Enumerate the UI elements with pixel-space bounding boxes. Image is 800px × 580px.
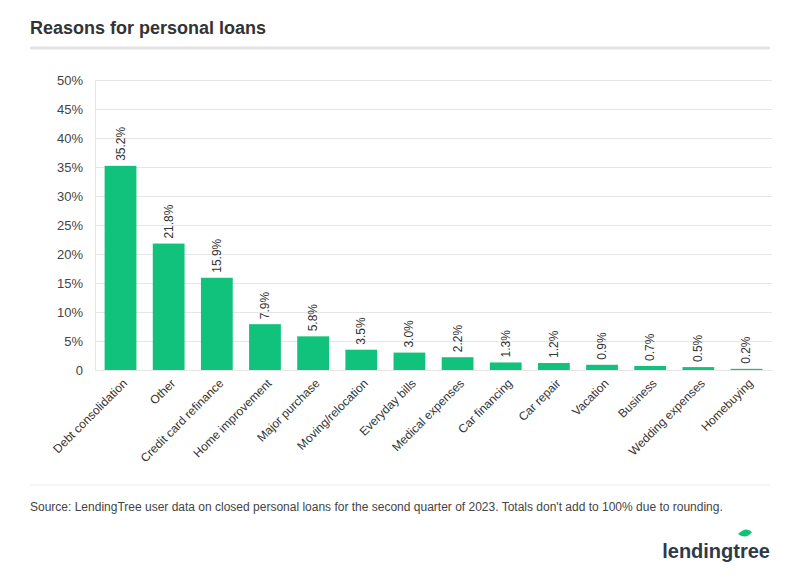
data-label: 3.0% [402, 320, 416, 348]
x-tick: Car financing [455, 370, 515, 436]
y-tick-label: 0 [76, 363, 83, 378]
y-tick: 45% [57, 102, 772, 117]
y-tick-label: 50% [57, 73, 83, 88]
y-tick: 35% [57, 160, 772, 175]
x-tick-label: Wedding expenses [626, 376, 708, 458]
grid-line [95, 341, 772, 342]
y-tick-label: 30% [57, 189, 83, 204]
grid-line [95, 312, 772, 313]
x-tick-label: Debt consolidation [50, 376, 130, 456]
grid-line [95, 138, 772, 139]
x-tick-label: Homebuying [698, 376, 756, 434]
y-axis: 0 5% 10% 15% 20% 25% 30% 35% 40% 45% 50% [57, 73, 772, 378]
x-tick: Car repair [516, 370, 564, 424]
data-label: 21.8% [162, 204, 176, 238]
grid-line [95, 225, 772, 226]
grid-line [95, 254, 772, 255]
data-label: 7.9% [258, 291, 272, 319]
y-tick: 30% [57, 189, 772, 204]
x-tick-label: Vacation [569, 376, 611, 418]
x-tick: Other [147, 370, 178, 407]
data-label: 0.9% [595, 332, 609, 360]
bar [249, 324, 281, 370]
x-tick-label: Moving/relocation [294, 376, 370, 452]
x-tick-label: Other [147, 376, 178, 407]
x-tick-label: Business [615, 376, 659, 420]
x-tick-label: Home improvement [191, 376, 275, 460]
y-tick-label: 35% [57, 160, 83, 175]
title: Reasons for personal loans [30, 18, 266, 38]
x-tick: Wedding expenses [626, 370, 708, 458]
bar [297, 336, 329, 370]
y-tick: 50% [57, 73, 772, 88]
data-label: 5.8% [306, 304, 320, 332]
bar [345, 350, 377, 370]
bar [490, 362, 522, 370]
chart: Reasons for personal loans 0 5% 10% 15% 20% 25… [0, 0, 800, 580]
x-tick: Home improvement [191, 370, 275, 460]
x-tick-label: Credit card refinance [138, 376, 227, 465]
bar [538, 363, 570, 370]
y-tick-label: 25% [57, 218, 83, 233]
bar [634, 366, 666, 370]
logo-text: lendingtree [662, 540, 770, 562]
data-label: 1.2% [547, 330, 561, 358]
y-tick-label: 40% [57, 131, 83, 146]
source: Source: LendingTree user data on closed … [30, 500, 723, 514]
grid-line [95, 109, 772, 110]
title-rule [30, 47, 770, 50]
logo: lendingtree [662, 529, 770, 562]
data-label: 0.5% [691, 334, 705, 362]
grid-line [95, 196, 772, 197]
bars [105, 166, 763, 370]
data-labels: 35.2% 21.8% 15.9% 7.9% 5.8% 3.5% 3.0% 2.2% 1.3% 1… [114, 126, 754, 363]
y-tick-label: 20% [57, 247, 83, 262]
x-tick-label: Car repair [516, 376, 564, 424]
x-axis: Debt consolidation OtherCredit card refin… [50, 370, 772, 465]
data-label: 0.2% [739, 336, 753, 364]
data-label: 15.9% [210, 238, 224, 272]
plot: 0 5% 10% 15% 20% 25% 30% 35% 40% 45% 50% Debt conso… [50, 73, 772, 465]
grid-line [95, 370, 772, 371]
bar [442, 357, 474, 370]
y-tick-label: 45% [57, 102, 83, 117]
y-tick-label: 15% [57, 276, 83, 291]
data-label: 1.3% [499, 330, 513, 358]
x-tick: Business [615, 370, 659, 421]
x-tick: Medical expenses [389, 370, 467, 454]
data-label: 0.7% [643, 333, 657, 361]
data-label: 3.5% [354, 317, 368, 345]
data-label: 35.2% [114, 126, 128, 160]
source-rule [30, 485, 770, 486]
grid-line [95, 283, 772, 284]
grid-line [95, 80, 772, 81]
x-tick: Credit card refinance [138, 370, 227, 465]
y-tick-label: 5% [64, 334, 83, 349]
x-tick-label: Car financing [455, 376, 515, 436]
bar [105, 166, 137, 370]
y-tick-label: 10% [57, 305, 83, 320]
x-axis-line [96, 370, 773, 371]
x-tick: Debt consolidation [50, 370, 130, 456]
bar [394, 353, 426, 370]
bar [586, 365, 618, 370]
bar [731, 369, 763, 370]
y-tick: 40% [57, 131, 772, 146]
x-tick: Homebuying [698, 370, 756, 434]
x-tick: Moving/relocation [294, 370, 370, 453]
grid-line [95, 167, 772, 168]
bar [682, 367, 714, 370]
data-label: 2.2% [451, 325, 465, 353]
bar [153, 244, 185, 370]
bar [201, 278, 233, 370]
x-tick: Vacation [569, 370, 611, 419]
logo-leaf [738, 529, 752, 536]
x-tick-label: Medical expenses [389, 376, 467, 454]
